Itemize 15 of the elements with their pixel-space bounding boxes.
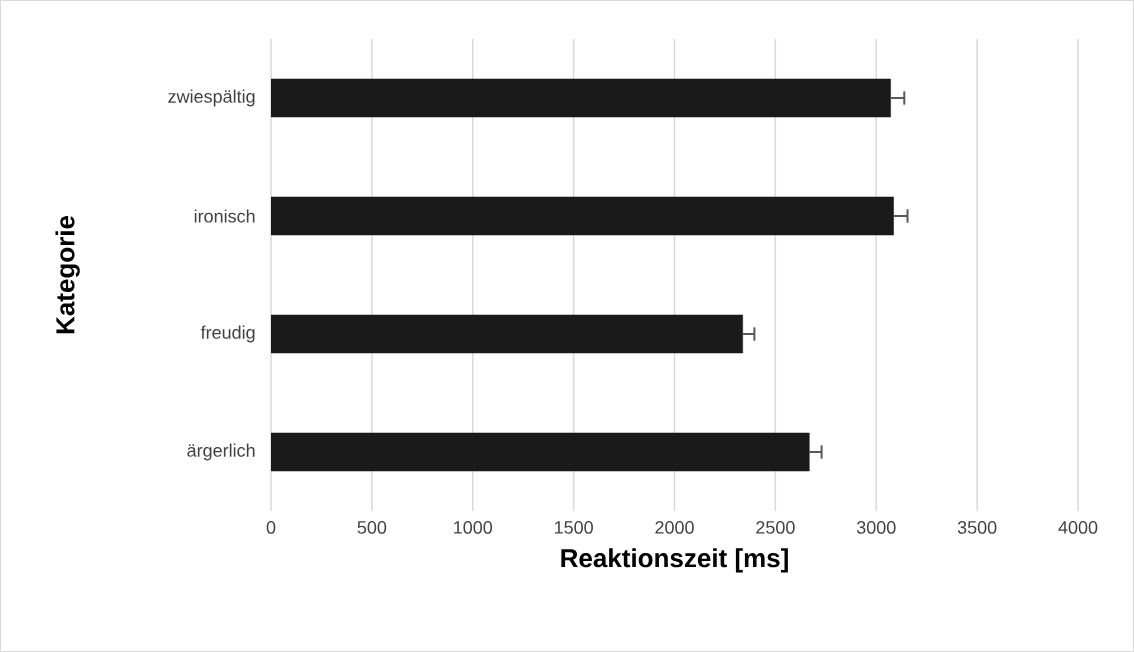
x-tick-label: 1000	[454, 521, 493, 534]
y-tick-label: zwiespältig	[168, 89, 255, 107]
x-tick-label: 3500	[957, 521, 997, 534]
x-tick-label: 0	[266, 521, 276, 534]
y-tick-label: freudig	[200, 325, 255, 343]
x-tick-label: 4000	[1058, 521, 1098, 534]
y-axis-title: Kategorie	[55, 215, 80, 334]
x-tick-label: 500	[357, 521, 387, 534]
x-tick-label: 3000	[856, 521, 896, 534]
y-tick-label: ironisch	[194, 209, 255, 223]
x-tick-label: 2500	[756, 521, 795, 534]
x-tick-label: 2000	[655, 521, 694, 534]
y-tick-label: ärgerlich	[187, 443, 255, 461]
x-axis-title: Reaktionszeit [ms]	[561, 548, 788, 573]
x-tick-label: 1500	[554, 521, 593, 534]
